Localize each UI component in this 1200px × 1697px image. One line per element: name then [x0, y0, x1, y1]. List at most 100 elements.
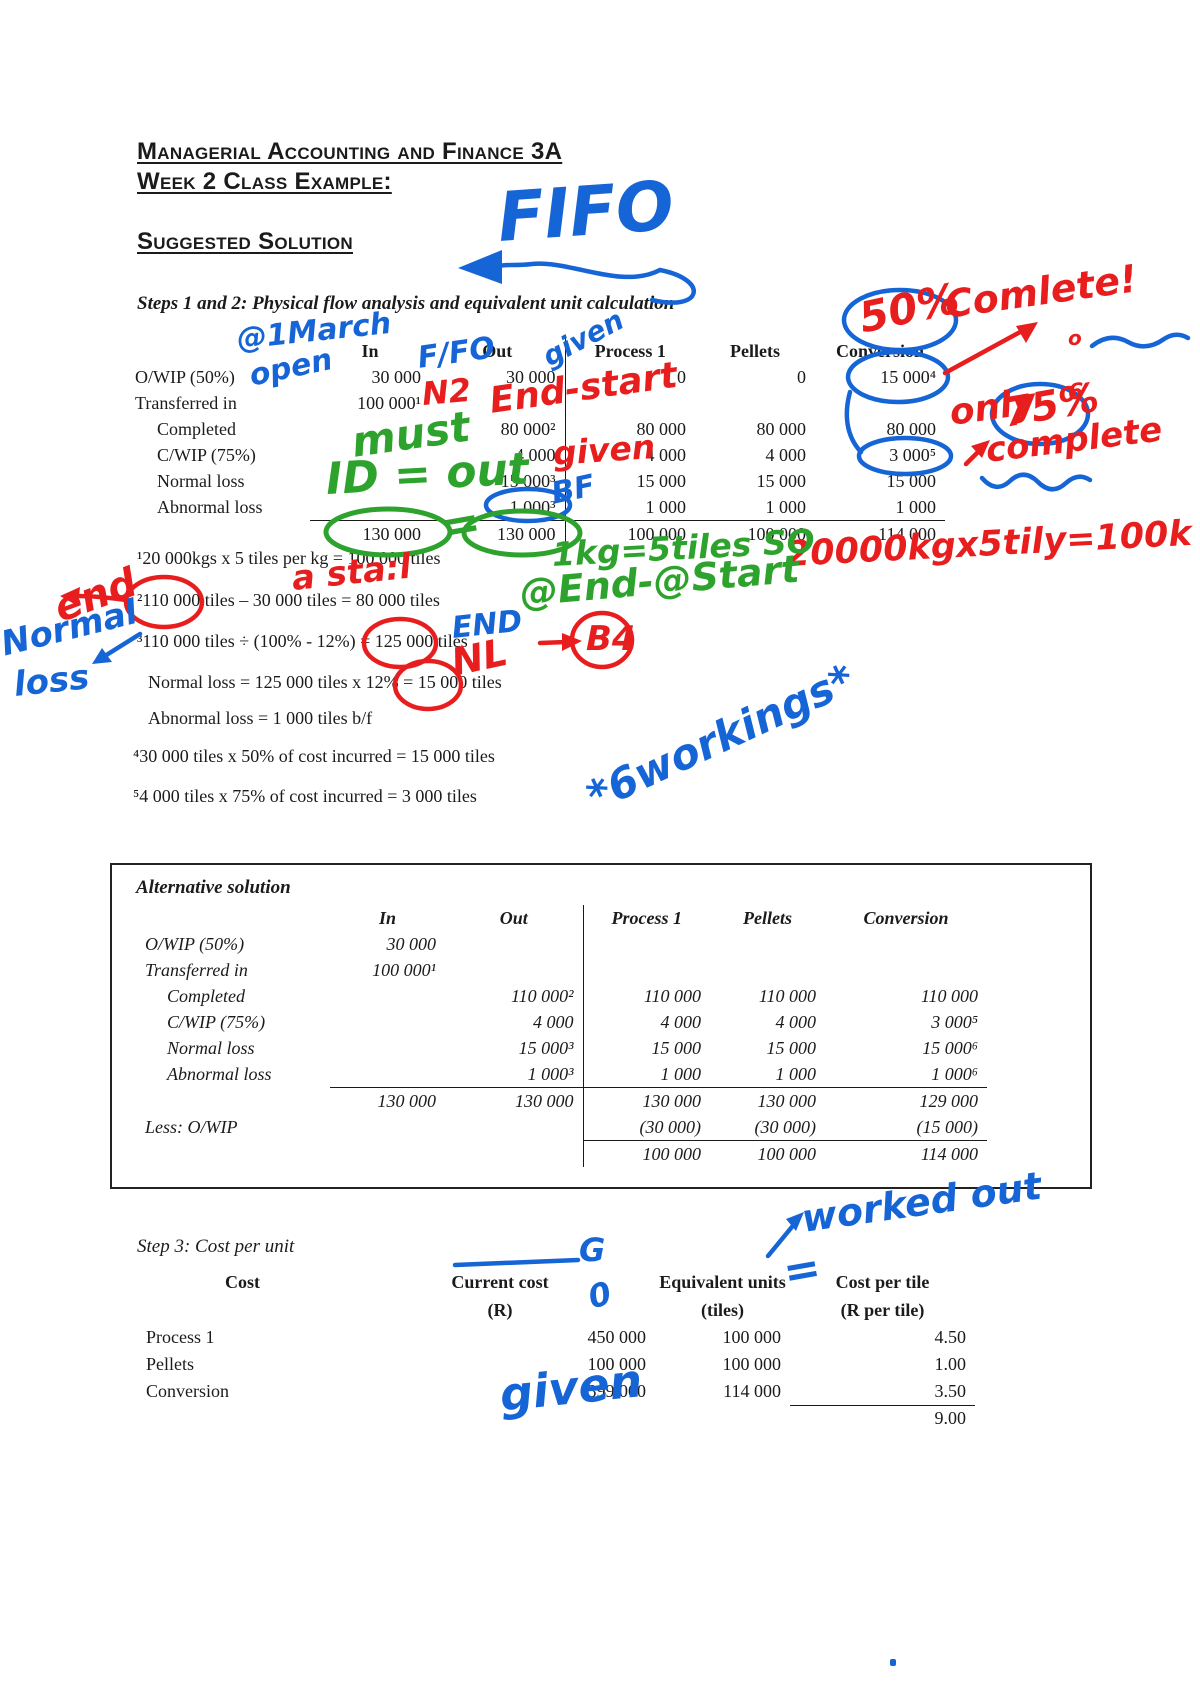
step3-table: Cost Current cost Equivalent units Cost … — [140, 1268, 975, 1432]
value-cell: 399 000 — [587, 1381, 647, 1401]
value-cell: 4 000 — [564, 442, 695, 468]
value-cell: 110 000 — [920, 985, 978, 1006]
table-row: O/WIP (50%) 30 000 — [145, 931, 987, 957]
row-label-cell: Abnormal loss — [157, 496, 263, 517]
table-row: Normal loss 15 000³ 15 000 15 000 15 000 — [135, 468, 945, 494]
arrowhead-50pct-icon — [1016, 322, 1038, 343]
row-label-cell: O/WIP (50%) — [145, 933, 245, 954]
handwriting-equals-blue: = — [779, 1241, 825, 1299]
col-subheader-tiles: (tiles) — [701, 1299, 744, 1320]
table-row: C/WIP (75%) 4 000 4 000 4 000 3 000⁵ — [135, 442, 945, 468]
value-cell: 0 — [797, 366, 806, 387]
total-cell: 130 000 — [310, 520, 430, 547]
handwriting-nl: NL — [447, 629, 512, 685]
value-cell: 100 000 — [722, 1354, 782, 1374]
value-cell: 3.50 — [790, 1378, 975, 1406]
handwriting-fraction-top: G — [579, 1231, 606, 1269]
value-cell: 80 000 — [564, 416, 695, 442]
total-cell: 100 000 — [564, 520, 695, 547]
footnote-normal-loss: Normal loss = 125 000 tiles x 12% = 15 0… — [148, 672, 502, 692]
normal-loss-arrowhead-icon — [92, 648, 112, 664]
row-label-cell: Pellets — [146, 1354, 194, 1374]
value-cell — [330, 1141, 445, 1168]
value-cell: 1 000 — [582, 1061, 710, 1088]
alternative-heading: Alternative solution — [136, 877, 291, 898]
value-cell — [330, 1035, 445, 1061]
value-cell: 110 000 — [758, 985, 816, 1006]
arrow-complete — [963, 447, 983, 467]
col-header-cost-per-tile: Cost per tile — [835, 1271, 930, 1292]
value-cell — [815, 390, 945, 416]
cell — [140, 1405, 345, 1432]
value-cell — [445, 931, 583, 957]
value-cell: 4 000 — [582, 1009, 710, 1035]
less-owip-row: Less: O/WIP (30 000) (30 000) (15 000) — [145, 1114, 987, 1141]
handwriting-comlete: Comlete! — [941, 256, 1140, 327]
arrow-b4 — [537, 639, 569, 646]
wavy-underline — [1089, 332, 1191, 349]
value-cell — [330, 1114, 445, 1141]
col-header-cost: Cost — [225, 1271, 260, 1292]
value-cell: 30 000 — [371, 366, 422, 387]
value-cell: 15 000 — [564, 468, 695, 494]
value-cell — [582, 931, 710, 957]
value-cell: 100 000¹ — [372, 959, 436, 980]
final-row: 100 000 100 000 114 000 — [145, 1140, 987, 1168]
table-row: Pellets 100 000 100 000 1.00 — [140, 1351, 975, 1378]
value-cell: 100 000¹ — [357, 392, 421, 413]
value-cell: 80 000 — [886, 418, 937, 439]
table-header-row: Cost Current cost Equivalent units Cost … — [140, 1268, 975, 1296]
handwriting-sup6: 6 — [1068, 380, 1084, 405]
value-cell: 4 000 — [533, 1011, 574, 1032]
value-cell: 100 000 — [587, 1354, 647, 1374]
value-cell: 30 000 — [506, 366, 556, 387]
value-cell — [330, 1009, 445, 1035]
col-header-in: In — [378, 907, 396, 928]
row-label-cell: C/WIP (75%) — [167, 1011, 266, 1032]
value-cell: 1.00 — [934, 1354, 967, 1374]
value-cell — [710, 931, 825, 957]
table-row: Completed 80 000² 80 000 80 000 80 000 — [135, 416, 945, 442]
cell — [135, 521, 310, 548]
footnote-2: ²110 000 tiles – 30 000 tiles = 80 000 t… — [137, 590, 440, 610]
value-cell: 4.50 — [934, 1327, 967, 1347]
value-cell: 4 000 — [765, 444, 807, 465]
table-row: Abnormal loss 1 000³ 1 000 1 000 1 000⁶ — [145, 1061, 987, 1088]
value-cell: 80 000² — [500, 418, 556, 439]
row-label-cell: Transferred in — [135, 392, 237, 413]
footnote-5: ⁵4 000 tiles x 75% of cost incurred = 3 … — [133, 786, 477, 806]
total-cell: 114 000 — [815, 520, 945, 547]
squiggle-under-complete — [979, 472, 1093, 492]
col-header-conversion: Conversion — [835, 340, 924, 361]
handwriting-bf: BF — [548, 468, 598, 512]
value-cell — [582, 957, 710, 983]
col-subheader-r: (R) — [487, 1299, 513, 1320]
value-cell: 1 000 — [775, 1063, 817, 1084]
footnote-3: ³110 000 tiles ÷ (100% - 12%) = 125 000 … — [137, 631, 468, 651]
col-header-in: In — [361, 340, 379, 361]
value-cell: 110 000² — [510, 985, 574, 1006]
section-suggested-solution: Suggested Solution — [137, 228, 353, 255]
col-header-pellets: Pellets — [743, 907, 792, 928]
value-cell: 114 000 — [920, 1143, 978, 1164]
col-header-out: Out — [499, 907, 528, 928]
step12-heading: Steps 1 and 2: Physical flow analysis an… — [137, 293, 675, 314]
row-label-cell: Conversion — [146, 1381, 229, 1401]
table-totals-row: 130 000 130 000 130 000 130 000 129 000 — [145, 1087, 987, 1114]
value-cell: 1 000 — [895, 496, 937, 517]
value-cell: 450 000 — [587, 1327, 647, 1347]
value-cell: 80 000 — [756, 418, 807, 439]
total-cell: 100 000 — [695, 520, 815, 547]
handwriting-small-o: o — [1068, 326, 1082, 350]
handwriting-6workings: *6workings* — [579, 654, 862, 821]
value-cell: 114 000 — [723, 1381, 781, 1401]
table-row: Conversion 399 000 114 000 3.50 — [140, 1378, 975, 1406]
alternative-solution-box: Alternative solution In Out Process 1 Pe… — [110, 863, 1092, 1189]
fraction-bar — [452, 1257, 581, 1268]
value-cell — [445, 1114, 583, 1141]
page-title-line1: Managerial Accounting and Finance 3A — [137, 138, 563, 165]
col-header-process1: Process 1 — [564, 338, 695, 364]
value-cell: 15 000⁶ — [922, 1037, 978, 1058]
handwriting-given-step3: given — [497, 1353, 645, 1422]
